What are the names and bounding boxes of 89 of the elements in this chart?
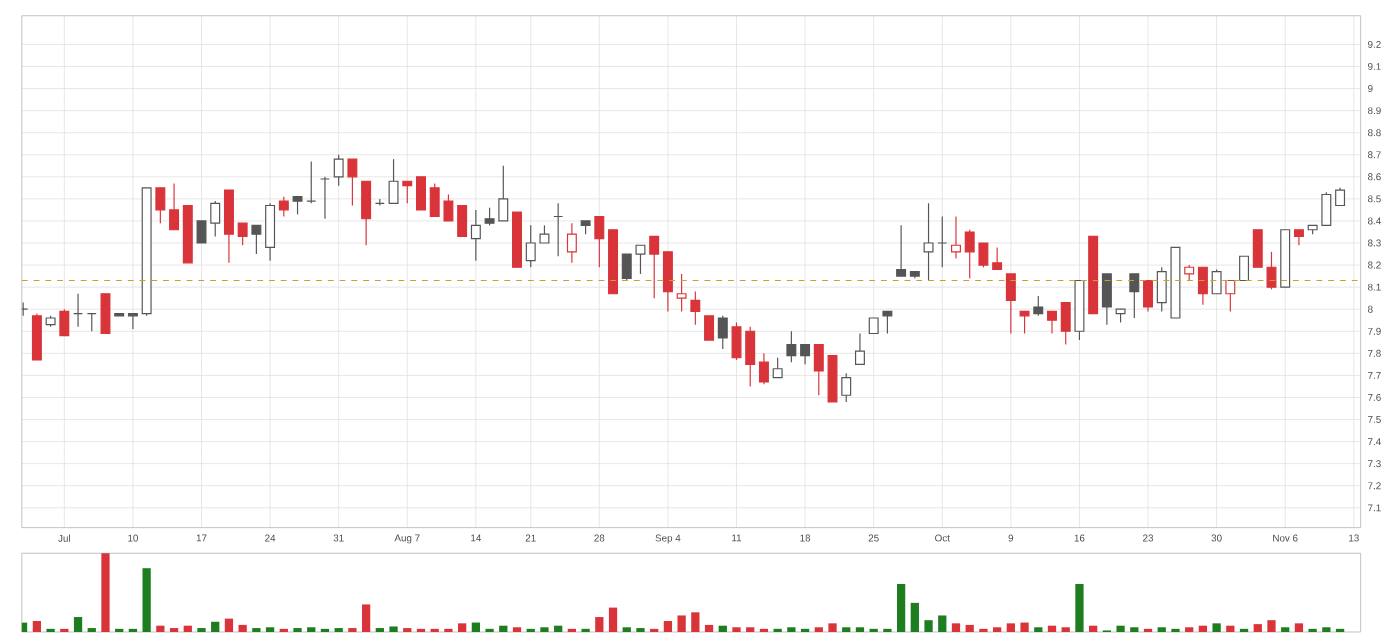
bar [910, 602, 919, 632]
bar [663, 620, 673, 632]
candlestick [704, 315, 715, 341]
bar [73, 617, 83, 632]
candlestick [1005, 273, 1016, 335]
candlestick [1019, 310, 1030, 335]
candlestick [854, 332, 865, 365]
candlestick [1033, 295, 1044, 317]
bar [32, 620, 42, 632]
candlestick [223, 189, 234, 264]
candlestick [772, 357, 783, 379]
bar [471, 622, 480, 632]
candlestick [127, 313, 138, 330]
bar [691, 612, 700, 632]
bar [718, 625, 727, 632]
candlestick [1197, 266, 1208, 306]
bar [1212, 623, 1221, 632]
candlestick [1101, 273, 1112, 326]
bar [938, 615, 947, 632]
bar [1089, 625, 1098, 632]
candlestick [594, 215, 605, 268]
candlestick [649, 235, 660, 299]
bar [1198, 625, 1208, 632]
bar [677, 615, 686, 632]
candlestick [100, 293, 111, 335]
bar [211, 621, 220, 632]
bar [458, 623, 467, 632]
bar [1006, 623, 1015, 632]
candlestick [566, 222, 577, 264]
candlestick [169, 182, 180, 231]
bar [595, 617, 604, 632]
candlestick [388, 158, 399, 204]
candlestick [402, 180, 413, 204]
candlestick [155, 187, 166, 224]
bar [608, 607, 618, 632]
candlestick [347, 158, 358, 207]
bar [1047, 625, 1057, 632]
candlestick [457, 204, 468, 237]
bar [499, 625, 508, 632]
candlestick [251, 224, 262, 255]
candlestick [992, 246, 1003, 271]
bar [389, 626, 398, 632]
bar [704, 624, 714, 632]
candlestick [470, 209, 481, 262]
candlestick [1129, 273, 1140, 319]
candlestick [758, 352, 769, 385]
bar [156, 625, 165, 632]
candlestick [690, 290, 701, 326]
candlestick [882, 310, 893, 335]
bar [101, 553, 110, 632]
candlestick [923, 202, 934, 282]
candlestick [31, 313, 42, 361]
candlestick [951, 215, 961, 260]
bar [1116, 625, 1125, 632]
candlestick [1143, 279, 1154, 313]
bar [554, 625, 563, 632]
candlestick [717, 315, 728, 350]
bar [828, 623, 837, 632]
bar [951, 623, 961, 632]
candlestick [1047, 310, 1057, 335]
bar [924, 620, 933, 632]
bar [1020, 622, 1029, 632]
bar [224, 618, 234, 632]
bar [1267, 620, 1276, 632]
candlestick [237, 222, 248, 246]
candlestick [361, 180, 372, 246]
candlestick [786, 330, 797, 363]
bar [238, 624, 247, 632]
bar [1294, 623, 1304, 632]
candlestick [800, 343, 811, 365]
bar [183, 625, 192, 632]
candlestick [333, 154, 344, 187]
candlestick [841, 372, 852, 403]
bar [142, 568, 151, 632]
bar [1226, 625, 1235, 632]
candlestick [662, 251, 673, 313]
bar [1253, 624, 1262, 632]
candlestick [265, 202, 276, 262]
bar [896, 583, 906, 632]
candlestick [59, 308, 70, 337]
candlestick [1060, 302, 1071, 346]
bar [1075, 583, 1084, 632]
candlestick [676, 273, 687, 313]
candlestick [278, 196, 289, 218]
bar [361, 604, 371, 632]
candlestick [1239, 255, 1250, 282]
bar [965, 624, 974, 632]
candlestick [416, 176, 426, 211]
candlestick [896, 224, 907, 277]
